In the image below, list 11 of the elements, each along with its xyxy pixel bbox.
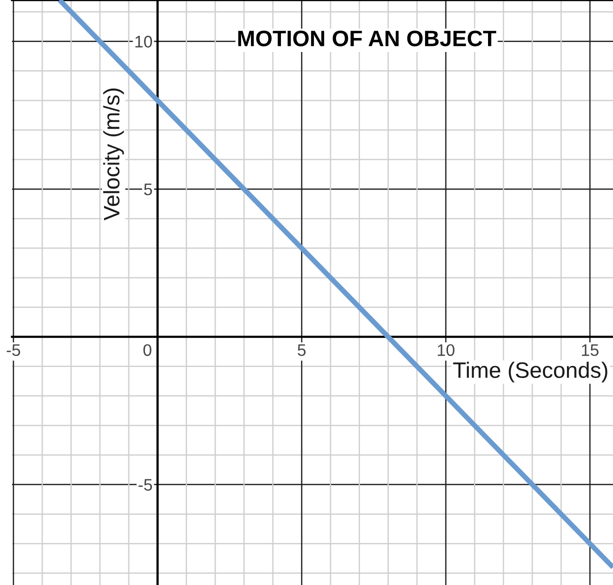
x-tick-label: 15	[582, 344, 599, 356]
x-tick-label: -5	[6, 344, 20, 356]
x-tick-label: 10	[438, 344, 454, 356]
y-axis-title: Velocity (m/s)	[103, 88, 124, 220]
y-tick-label: -5	[138, 479, 152, 491]
y-tick-label: 10	[135, 36, 152, 48]
x-tick-label: 5	[298, 344, 306, 356]
x-axis-title: Time (Seconds)	[453, 362, 608, 382]
x-tick-label: 0	[143, 344, 152, 356]
y-tick-label: 5	[144, 184, 152, 196]
text: MOTION OF AN OBJECT	[238, 30, 496, 46]
